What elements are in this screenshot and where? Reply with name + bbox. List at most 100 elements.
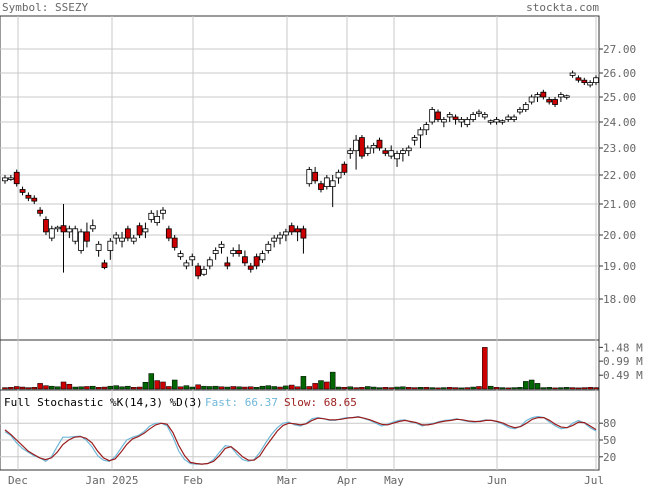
volume-bar bbox=[318, 380, 324, 390]
candle-body bbox=[142, 228, 149, 233]
volume-bar bbox=[306, 386, 313, 390]
volume-bar bbox=[523, 381, 529, 390]
volume-bar bbox=[365, 386, 371, 390]
candle-body bbox=[388, 150, 395, 157]
candle-body bbox=[429, 109, 436, 123]
volume-bar bbox=[242, 386, 248, 390]
candle-body bbox=[119, 237, 125, 242]
candle-body bbox=[347, 150, 354, 154]
candle-body bbox=[160, 209, 166, 214]
volume-bar bbox=[452, 387, 459, 390]
volume-bar bbox=[370, 386, 377, 390]
volume-tick-label: 0.49 M bbox=[603, 369, 643, 382]
candle-body bbox=[546, 99, 553, 103]
candle-body bbox=[294, 228, 301, 233]
volume-bar bbox=[376, 387, 383, 390]
candle-body bbox=[177, 253, 184, 258]
candle-body bbox=[440, 119, 447, 123]
volume-bar bbox=[101, 386, 108, 390]
volume-bar bbox=[66, 383, 73, 390]
volume-bar bbox=[335, 386, 342, 390]
candle-body bbox=[282, 231, 289, 236]
volume-bar bbox=[166, 386, 172, 390]
volume-bar bbox=[441, 387, 447, 390]
candle-body bbox=[101, 262, 108, 269]
stochastic-axis: 80 50 20 bbox=[599, 417, 616, 464]
candle-body bbox=[528, 96, 535, 103]
candle-body bbox=[265, 243, 272, 251]
candle-body bbox=[247, 265, 254, 270]
candle-body bbox=[78, 231, 84, 251]
candle-body bbox=[464, 119, 471, 125]
candle-body bbox=[505, 116, 512, 120]
candle-body bbox=[435, 111, 441, 120]
volume-bar bbox=[283, 385, 289, 390]
volume-panel bbox=[0, 339, 600, 391]
volume-bar bbox=[43, 385, 49, 390]
candle-body bbox=[84, 231, 90, 242]
candle-body bbox=[423, 124, 430, 131]
price-tick-label: 21.00 bbox=[603, 198, 636, 211]
volume-bar bbox=[136, 386, 143, 390]
volume-bar bbox=[148, 373, 155, 390]
price-axis: 27.00 26.00 25.00 24.00 23.00 22.00 21.00 20.00… bbox=[599, 43, 636, 306]
candle-body bbox=[370, 144, 377, 149]
symbol-label: Symbol: SSEZY bbox=[2, 1, 88, 14]
price-tick-label: 27.00 bbox=[603, 43, 636, 56]
volume-bar bbox=[207, 386, 213, 390]
volume-bar bbox=[125, 385, 131, 390]
x-axis-label: Jun bbox=[487, 474, 507, 486]
volume-bar bbox=[511, 387, 517, 390]
volume-bar bbox=[54, 386, 61, 390]
candle-body bbox=[165, 228, 172, 239]
volume-bar bbox=[49, 385, 55, 390]
candle-body bbox=[7, 177, 14, 180]
candle-body bbox=[446, 114, 453, 118]
candle-body bbox=[323, 177, 330, 187]
candle-body bbox=[19, 189, 26, 193]
volume-bar bbox=[406, 387, 412, 390]
volume-bar bbox=[300, 376, 307, 390]
candle-body bbox=[2, 177, 8, 182]
stochastic-tick-label: 20 bbox=[603, 451, 616, 464]
stochastic-tick-label: 80 bbox=[603, 417, 616, 430]
stochastic-slow-label: Slow: 68.65 bbox=[284, 396, 357, 409]
candle-body bbox=[25, 194, 32, 199]
candle-body bbox=[124, 228, 131, 239]
candle-body bbox=[481, 114, 488, 118]
volume-bar bbox=[347, 386, 353, 390]
volume-bar bbox=[581, 387, 588, 390]
volume-bar bbox=[517, 387, 523, 390]
candle-body bbox=[353, 139, 359, 152]
candle-body bbox=[364, 147, 371, 154]
volume-bar bbox=[25, 387, 32, 390]
candle-body bbox=[95, 243, 102, 251]
volume-bar bbox=[552, 387, 558, 390]
volume-bar bbox=[435, 387, 441, 390]
candle-body bbox=[318, 183, 324, 190]
candle-body bbox=[271, 237, 278, 242]
candle-body bbox=[242, 256, 248, 264]
candle-body bbox=[487, 120, 494, 123]
x-axis-label: Feb bbox=[183, 474, 203, 486]
volume-bars bbox=[2, 347, 599, 390]
x-axis-label: Jul bbox=[584, 474, 604, 486]
volume-bar bbox=[19, 386, 26, 390]
candle-body bbox=[458, 119, 465, 123]
stochastic-fast-label: Fast: 66.37 bbox=[205, 396, 278, 409]
volume-bar bbox=[476, 386, 482, 390]
volume-bar bbox=[575, 387, 582, 390]
volume-bar bbox=[505, 387, 511, 390]
volume-bar bbox=[558, 387, 564, 390]
x-axis-label: Mar bbox=[277, 474, 297, 486]
candle-body bbox=[43, 219, 49, 233]
brand-label[interactable]: stockta.com bbox=[526, 1, 599, 14]
candle-body bbox=[259, 253, 266, 261]
volume-bar bbox=[493, 387, 500, 390]
price-tick-label: 26.00 bbox=[603, 67, 636, 80]
stochastic-title: Full Stochastic %K(14,3) %D(3) bbox=[4, 396, 203, 409]
candle-body bbox=[37, 209, 44, 214]
candle-body bbox=[72, 228, 79, 242]
volume-bar bbox=[423, 387, 430, 390]
volume-bar bbox=[31, 387, 38, 390]
